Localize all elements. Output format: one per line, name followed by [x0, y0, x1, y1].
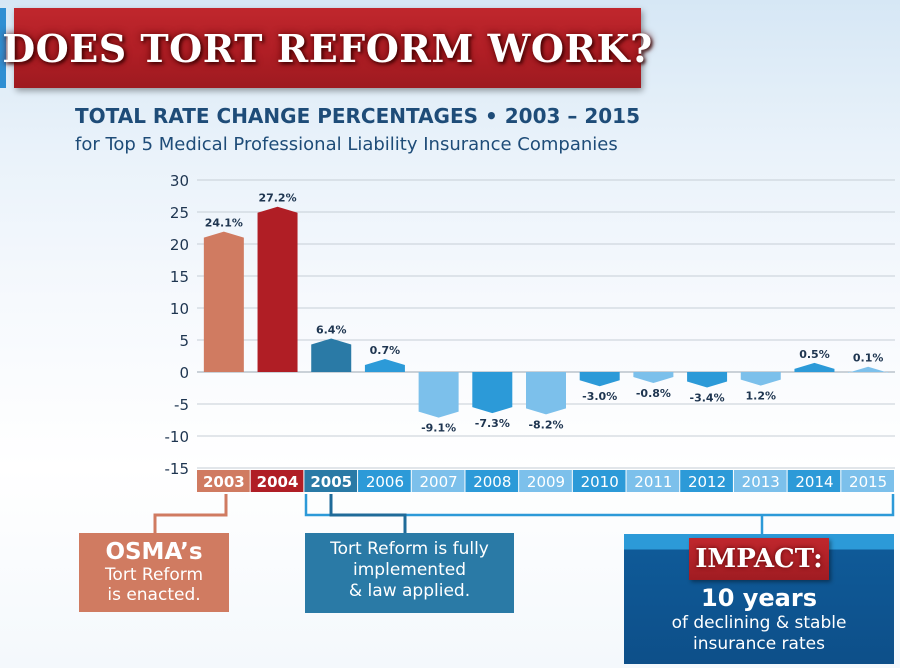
tort-callout-line2: implemented [353, 560, 466, 580]
year-label-2007: 2007 [420, 473, 458, 491]
chart-subtitle: for Top 5 Medical Professional Liability… [75, 134, 618, 155]
bar-2015 [848, 366, 889, 373]
year-label-2011: 2011 [634, 473, 672, 491]
year-axis: 2003 2004 2005 2006 2007 2008 2009 2010 2011 2012… [197, 470, 894, 492]
tort-callout-line3: & law applied. [348, 581, 471, 601]
data-labels: 24.1% 27.2% 6.4% 0.7% -9.1% -7.3% -8.2% -3.0% -0… [205, 192, 884, 435]
osma-callout-title: OSMA’s [105, 539, 203, 565]
data-label-2014: 0.5% [799, 348, 830, 361]
y-tick-label: -10 [165, 428, 190, 446]
impact-description: of declining & stable insurance rates [624, 613, 894, 655]
year-label-2005: 2005 [310, 473, 352, 491]
osma-callout-line1: Tort Reform [104, 565, 204, 585]
osma-bracket [153, 494, 228, 533]
bar-2010 [579, 372, 620, 387]
impact-years: 10 years [701, 584, 817, 612]
y-tick-label: -15 [165, 460, 190, 478]
year-cell-2003 [197, 470, 250, 492]
impact-banner: IMPACT: [689, 538, 829, 580]
bar-2014 [794, 362, 835, 372]
data-label-2009: -8.2% [528, 418, 563, 431]
year-label-2014: 2014 [795, 473, 833, 491]
data-label-2004: 27.2% [258, 192, 296, 205]
year-label-2004: 2004 [257, 473, 299, 491]
data-label-2006: 0.7% [370, 344, 401, 357]
data-label-2008: -7.3% [475, 417, 510, 430]
year-cell-2013 [733, 470, 787, 492]
year-cell-2005 [304, 470, 358, 492]
bar-2004 [257, 206, 298, 372]
data-label-2015: 0.1% [853, 352, 884, 365]
bar-2013 [740, 372, 781, 386]
tort-bracket [304, 494, 895, 517]
year-label-2015: 2015 [849, 473, 887, 491]
year-cell-2010 [572, 470, 626, 492]
year-label-2012: 2012 [688, 473, 726, 491]
bars [203, 206, 889, 418]
impact-desc-line2: insurance rates [693, 634, 825, 654]
y-tick-label: 0 [179, 364, 189, 382]
y-tick-label: 30 [170, 172, 189, 190]
data-label-2012: -3.4% [690, 392, 725, 405]
y-tick-label: 10 [170, 300, 189, 318]
bar-2003 [203, 231, 244, 372]
year-label-2006: 2006 [366, 473, 404, 491]
y-tick-label: 20 [170, 236, 189, 254]
impact-title: IMPACT: [695, 544, 823, 574]
year-cell-2008 [465, 470, 519, 492]
year-cell-2012 [680, 470, 733, 492]
year-label-2009: 2009 [527, 473, 565, 491]
bar-2005 [311, 338, 352, 372]
year-cell-2011 [626, 470, 680, 492]
y-tick-label: -5 [174, 396, 189, 414]
bar-2008 [472, 372, 513, 414]
year-cell-2014 [787, 470, 841, 492]
y-axis-ticks: 30 25 20 15 10 5 0 -5 -10 -15 [165, 172, 190, 478]
y-tick-label: 15 [170, 268, 189, 286]
tort-reform-callout: Tort Reform is fully implemented & law a… [305, 533, 514, 613]
timeline-brackets [153, 494, 895, 534]
data-label-2003: 24.1% [205, 217, 243, 230]
y-tick-label: 25 [170, 204, 189, 222]
bar-2012 [687, 372, 728, 388]
year-label-2003: 2003 [203, 473, 245, 491]
page-title: DOES TORT REFORM WORK? [2, 25, 653, 71]
y-tick-label: 5 [179, 332, 189, 350]
title-accent-bar [0, 8, 6, 88]
title-banner: DOES TORT REFORM WORK? [2, 8, 652, 88]
tort-bracket-stem [329, 494, 407, 533]
year-label-2010: 2010 [581, 473, 619, 491]
bar-2009 [526, 372, 566, 415]
data-label-2005: 6.4% [316, 324, 347, 337]
data-label-2010: -3.0% [582, 390, 617, 403]
bar-2011 [633, 372, 674, 384]
impact-callout: IMPACT: 10 years of declining & stable i… [624, 534, 894, 664]
year-label-2008: 2008 [473, 473, 511, 491]
year-cell-2006 [358, 470, 411, 492]
data-label-2011: -0.8% [636, 387, 671, 400]
tort-callout-line1: Tort Reform is fully [330, 539, 489, 559]
year-cell-2004 [250, 470, 304, 492]
year-label-2013: 2013 [742, 473, 780, 491]
bar-2007 [418, 372, 459, 418]
bar-2006 [364, 359, 405, 372]
year-cell-2007 [411, 470, 465, 492]
impact-desc-line1: of declining & stable [671, 613, 847, 633]
osma-callout: OSMA’s Tort Reform is enacted. [79, 533, 229, 612]
data-label-2013: 1.2% [746, 390, 777, 403]
osma-callout-line2: is enacted. [107, 585, 201, 605]
data-label-2007: -9.1% [421, 422, 456, 435]
year-cell-2015 [841, 470, 894, 492]
chart-title: TOTAL RATE CHANGE PERCENTAGES • 2003 – 2… [75, 104, 640, 128]
year-cell-2009 [519, 470, 572, 492]
